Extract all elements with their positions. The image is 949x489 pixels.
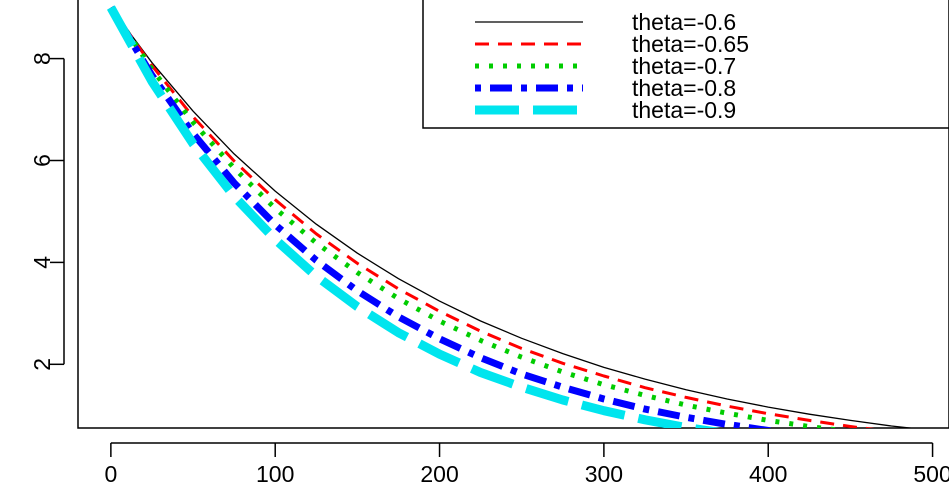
series-line-1 (110, 7, 916, 428)
legend-label-4: theta=-0.8 (632, 75, 736, 101)
x-tick-label: 300 (585, 461, 623, 487)
plot-frame (77, 0, 949, 429)
legend-label-5: theta=-0.9 (632, 97, 736, 123)
y-tick-label: 8 (29, 52, 55, 65)
x-tick-label: 400 (749, 461, 787, 487)
legend-label-2: theta=-0.65 (632, 31, 749, 57)
legend-label-1: theta=-0.6 (632, 9, 736, 35)
series-line-4 (107, 5, 776, 428)
x-tick-label: 200 (420, 461, 458, 487)
x-tick-label: 0 (104, 461, 117, 487)
axes: 0 100 200 300 400 500 2 4 6 8 (29, 52, 949, 487)
x-tick-label: 500 (913, 461, 949, 487)
legend-label-3: theta=-0.7 (632, 53, 736, 79)
legend: theta=-0.6theta=-0.65theta=-0.7theta=-0.… (422, 0, 949, 129)
y-tick-label: 6 (29, 154, 55, 167)
series-line-2 (109, 6, 875, 428)
series-layer (106, 5, 916, 428)
x-tick-label: 100 (256, 461, 294, 487)
y-tick-label: 4 (29, 256, 55, 269)
y-tick-label: 2 (29, 358, 55, 371)
series-line-3 (108, 6, 842, 428)
series-line-5 (106, 5, 721, 428)
